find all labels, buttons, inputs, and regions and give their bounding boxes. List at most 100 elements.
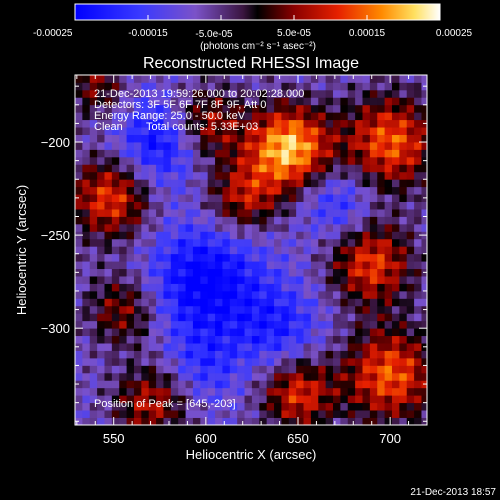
heatmap-cell [384,410,393,418]
heatmap-cell [185,164,194,173]
heatmap-cell [274,380,282,389]
heatmap-cell [303,305,312,314]
heatmap-cell [141,268,150,277]
heatmap-cell [185,186,194,195]
heatmap-cell [156,75,164,83]
heatmap-cell [288,246,297,255]
heatmap-cell [369,365,378,374]
heatmap-cell [200,350,209,359]
heatmap-cell [89,343,98,351]
heatmap-cell [355,223,363,232]
heatmap-cell [391,127,400,135]
heatmap-cell [369,343,378,351]
heatmap-cell [237,238,245,247]
heatmap-cell [207,97,216,106]
heatmap-cell [274,320,282,329]
heatmap-cell [215,320,223,329]
heatmap-cell [89,223,98,232]
heatmap-cell [237,201,245,210]
heatmap-cell [281,410,290,418]
heatmap-cell [200,335,209,344]
heatmap-cell [355,209,363,217]
heatmap-cell [414,82,422,91]
heatmap-cell [163,283,172,292]
heatmap-cell [399,164,408,173]
heatmap-cell [163,231,172,240]
heatmap-cell [215,97,223,106]
heatmap-cell [104,179,113,188]
heatmap-cell [274,305,282,314]
heatmap-cell [303,134,312,143]
heatmap-cell [325,119,334,128]
heatmap-cell [244,417,253,425]
heatmap-cell [391,380,400,389]
heatmap-cell [347,209,356,217]
heatmap-cell [288,127,297,135]
heatmap-cell [126,119,135,128]
heatmap-cell [355,402,363,411]
heatmap-cell [244,253,253,262]
heatmap-cell [414,387,422,396]
heatmap-cell [333,253,341,262]
heatmap-cell [89,89,98,98]
heatmap-cell [111,75,120,83]
heatmap-cell [163,246,172,255]
heatmap-cell [237,142,245,150]
heatmap-cell [369,268,378,277]
heatmap-cell [119,290,127,299]
heatmap-cell [192,171,201,180]
heatmap-cell [133,298,142,307]
heatmap-cell [274,194,282,202]
heatmap-cell [89,261,98,270]
heatmap-cell [207,164,216,173]
heatmap-cell [244,343,253,351]
heatmap-cell [215,127,223,135]
heatmap-cell [133,402,142,411]
heatmap-cell [266,171,275,180]
heatmap-cell [237,186,245,195]
heatmap-cell [421,238,427,247]
heatmap-cell [163,238,172,247]
heatmap-cell [89,149,98,158]
heatmap-cell [406,238,415,247]
heatmap-cell [340,223,349,232]
heatmap-cell [237,149,245,158]
heatmap-cell [274,171,282,180]
heatmap-cell [170,82,179,91]
heatmap-cell [355,372,363,381]
heatmap-cell [274,82,282,91]
heatmap-cell [414,209,422,217]
heatmap-cell [377,134,386,143]
heatmap-cell [148,402,157,411]
heatmap-cell [97,350,105,359]
heatmap-cell [133,209,142,217]
heatmap-cell [391,179,400,188]
heatmap-cell [215,357,223,366]
heatmap-cell [244,410,253,418]
heatmap-cell [325,216,334,225]
heatmap-cell [362,395,371,404]
heatmap-cell [104,350,113,359]
heatmap-cell [399,380,408,389]
heatmap-cell [75,186,83,195]
heatmap-cell [325,112,334,121]
heatmap-cell [215,82,223,91]
heatmap-cell [82,343,91,351]
heatmap-cell [303,238,312,247]
heatmap-cell [104,156,113,165]
heatmap-cell [406,82,415,91]
heatmap-cell [178,179,186,188]
heatmap-cell [406,417,415,425]
heatmap-cell [141,186,150,195]
heatmap-cell [251,156,260,165]
heatmap-cell [296,298,304,307]
heatmap-cell [170,179,179,188]
heatmap-cell [333,209,341,217]
heatmap-cell [406,119,415,128]
heatmap-cell [237,417,245,425]
heatmap-cell [178,104,186,113]
heatmap-cell [251,261,260,270]
heatmap-cell [156,201,164,210]
heatmap-cell [414,320,422,329]
heatmap-cell [296,313,304,322]
